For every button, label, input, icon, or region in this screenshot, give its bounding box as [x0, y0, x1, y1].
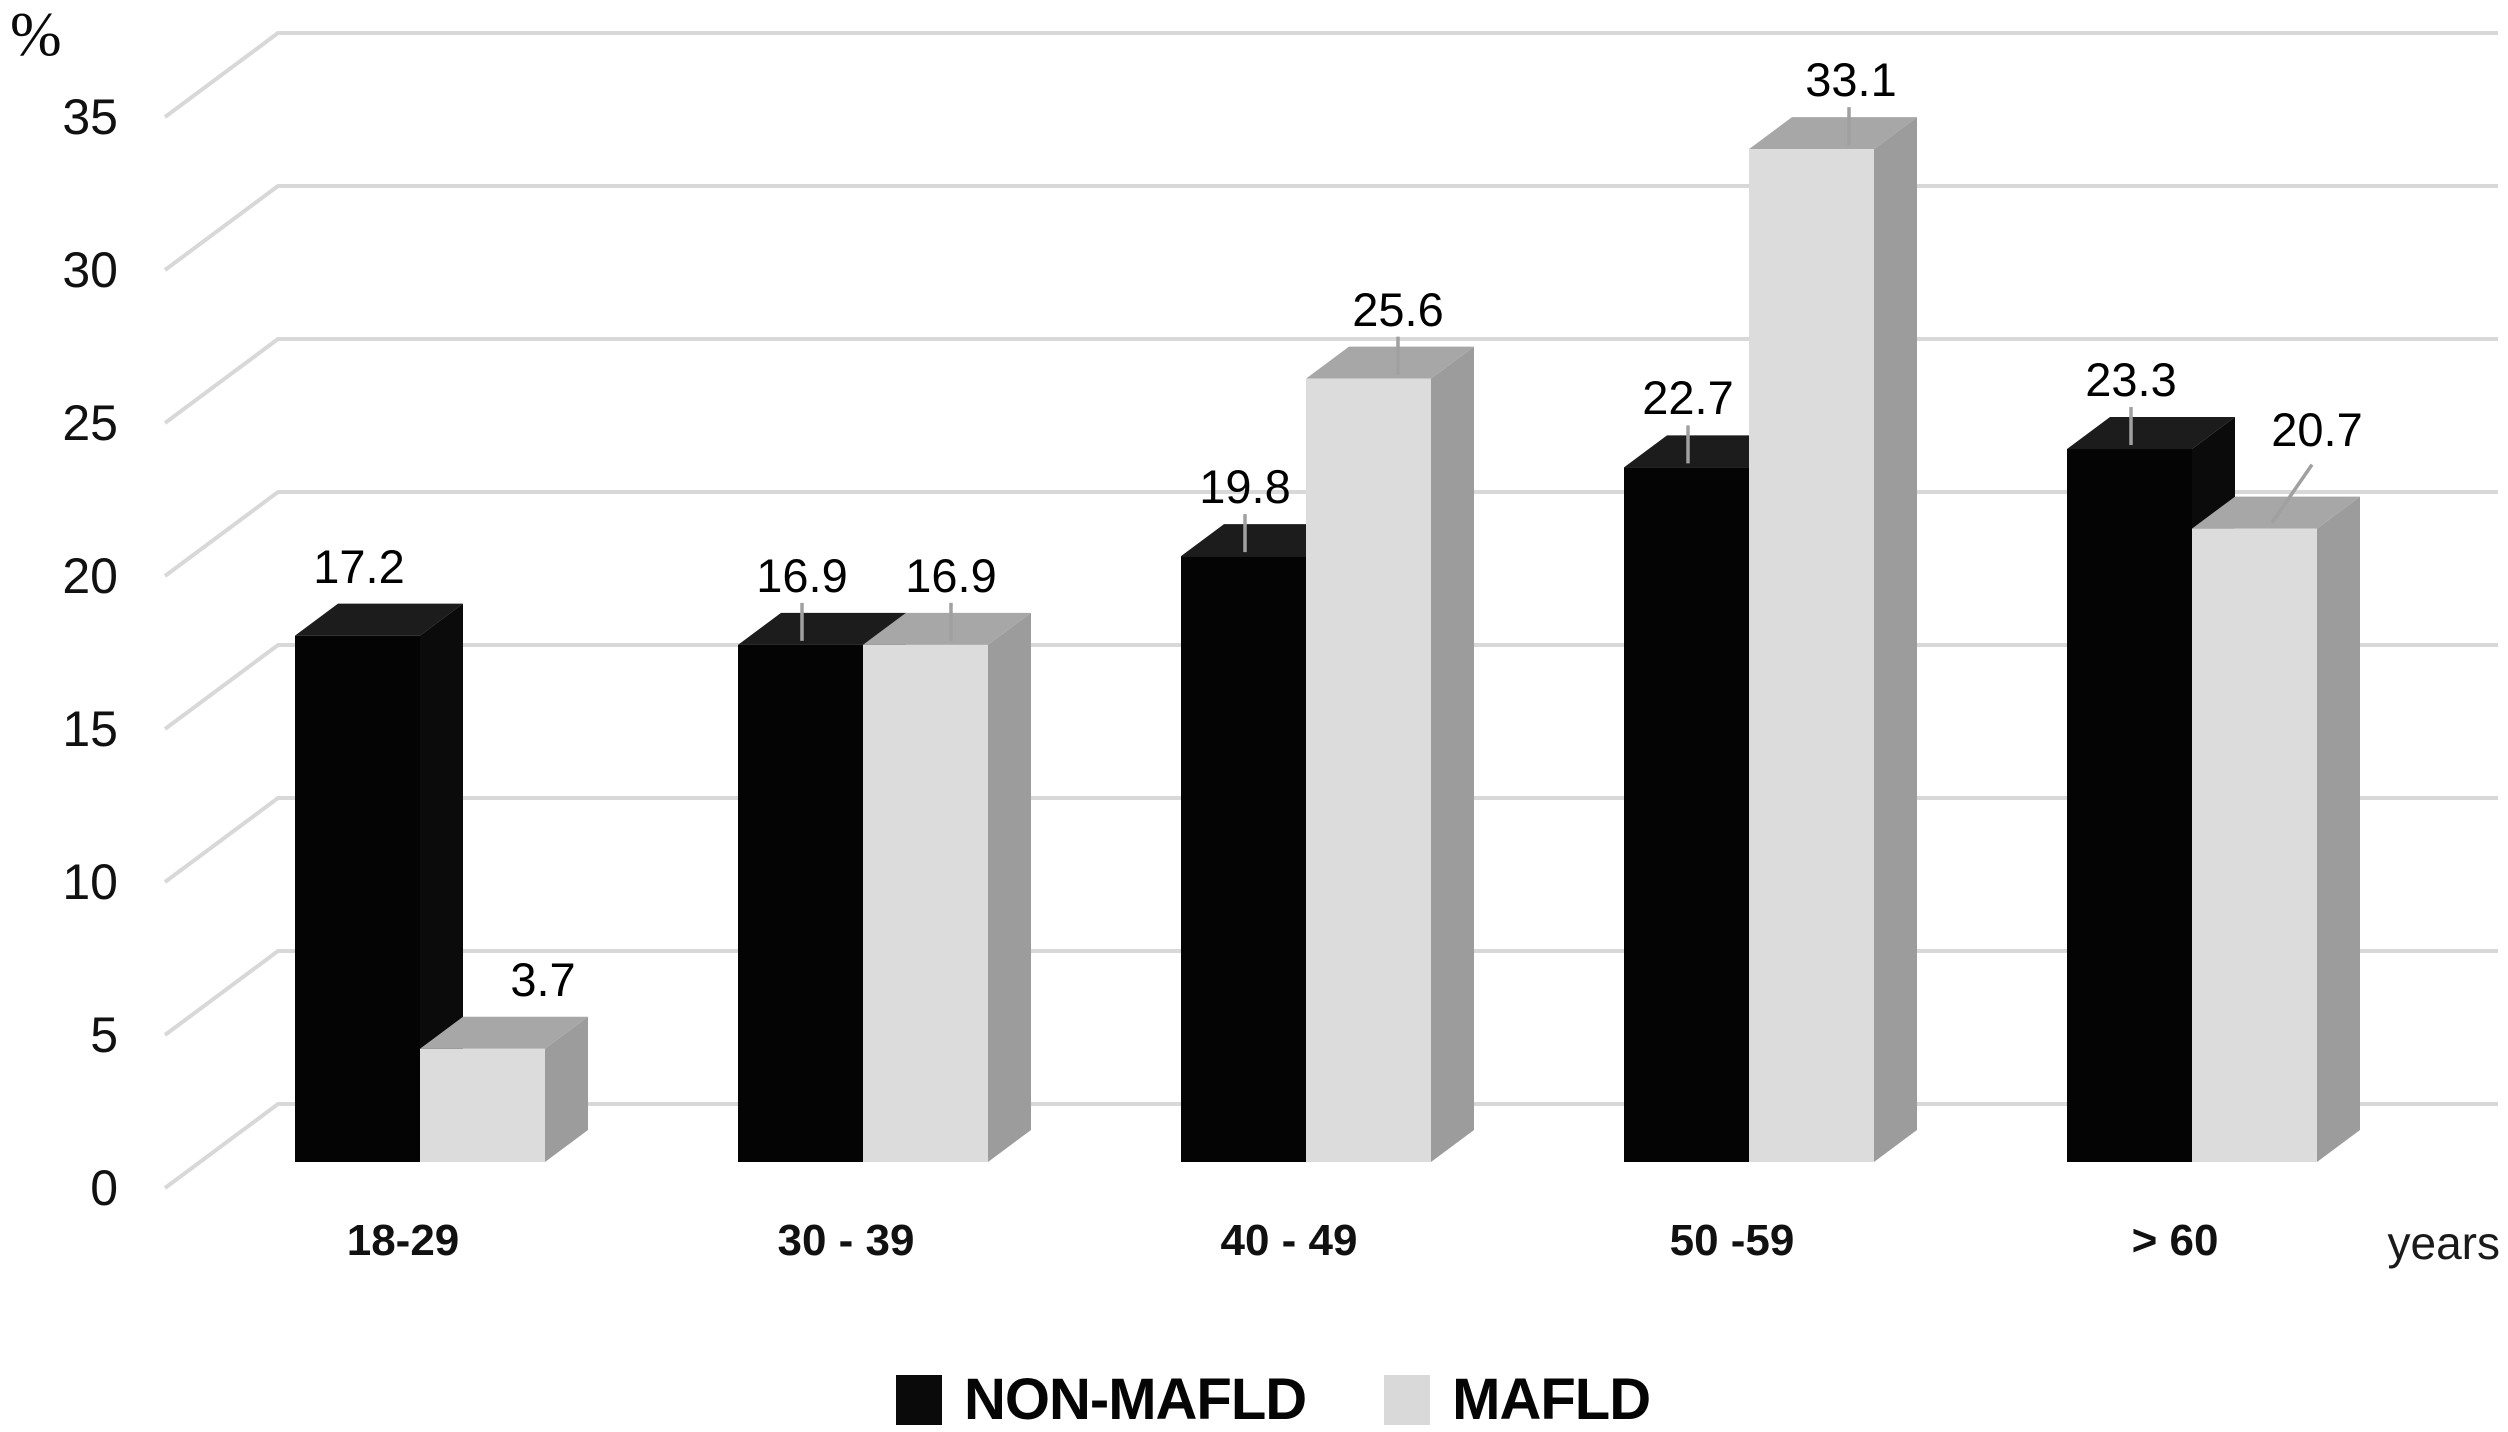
- data-label-leader-line: [2270, 463, 2314, 524]
- legend: NON-MAFLD MAFLD: [896, 1366, 1651, 1432]
- value-label-mafld-group-1: 16.9: [905, 548, 997, 602]
- y-tick-label: 20: [62, 548, 118, 604]
- y-tick-label: 10: [62, 854, 118, 910]
- bar-front-face: [295, 635, 420, 1162]
- gridline: [163, 184, 2498, 272]
- bar-front-face: [1749, 149, 1874, 1162]
- bar-front-face: [1624, 467, 1749, 1162]
- x-axis-label: 30 - 39: [777, 1216, 915, 1265]
- bar-top-face: [2067, 417, 2235, 450]
- legend-swatch-non-mafld-icon: [896, 1374, 942, 1425]
- bar-mafld-group-0: [420, 1016, 588, 1162]
- bar-top-face: [863, 612, 1031, 645]
- bar-front-face: [420, 1048, 545, 1162]
- bar-side-face: [545, 1016, 588, 1162]
- x-axis-label: 40 - 49: [1220, 1216, 1358, 1265]
- bar-side-face: [1431, 346, 1474, 1162]
- bar-front-face: [2067, 449, 2192, 1162]
- value-label-non-mafld-group-1: 16.9: [756, 548, 848, 602]
- bar-side-face: [988, 612, 1031, 1162]
- legend-swatch-mafld-icon: [1384, 1374, 1431, 1425]
- y-tick-label: 15: [62, 701, 118, 757]
- bar-mafld-group-3: [1749, 117, 1917, 1162]
- gridline: [163, 31, 2498, 119]
- value-label-mafld-group-2: 25.6: [1352, 282, 1444, 336]
- bar-top-face: [1306, 346, 1474, 379]
- bar-front-face: [2192, 528, 2317, 1162]
- bar-mafld-group-4: [2192, 496, 2360, 1163]
- bar-mafld-group-2: [1306, 346, 1474, 1162]
- bar-side-face: [1874, 117, 1917, 1162]
- bar-top-face: [420, 1016, 588, 1049]
- legend-item-non-mafld: NON-MAFLD: [896, 1366, 1307, 1432]
- bar-front-face: [738, 644, 863, 1162]
- y-tick-label: 0: [90, 1160, 118, 1216]
- value-label-mafld-group-4: 20.7: [2271, 402, 2363, 456]
- value-label-non-mafld-group-0: 17.2: [313, 539, 405, 593]
- bar-non-mafld-group-0: [295, 603, 463, 1162]
- x-axis-title: years: [2387, 1217, 2500, 1269]
- bar-front-face: [1306, 378, 1431, 1162]
- x-axis-label: 50 -59: [1669, 1216, 1795, 1265]
- bar-front-face: [1181, 556, 1306, 1162]
- value-label-mafld-group-3: 33.1: [1805, 53, 1897, 107]
- value-label-mafld-group-0: 3.7: [510, 952, 576, 1006]
- bar-side-face: [2317, 496, 2360, 1163]
- y-tick-label: 30: [62, 242, 118, 298]
- bar-top-face: [1749, 117, 1917, 150]
- x-axis-label: 18-29: [346, 1216, 460, 1265]
- bar-front-face: [863, 644, 988, 1162]
- bar-top-face: [2192, 496, 2360, 529]
- bar-mafld-group-1: [863, 612, 1031, 1162]
- legend-item-mafld: MAFLD: [1384, 1366, 1651, 1432]
- legend-label-non-mafld: NON-MAFLD: [964, 1367, 1307, 1432]
- value-label-non-mafld-group-4: 23.3: [2085, 353, 2177, 407]
- y-axis-title: %: [10, 1, 62, 69]
- y-tick-label: 25: [62, 395, 118, 451]
- y-tick-label: 35: [62, 89, 118, 145]
- x-axis-label: > 60: [2131, 1216, 2219, 1265]
- bar-top-face: [738, 612, 906, 645]
- bar-top-face: [295, 603, 463, 636]
- y-tick-label: 5: [90, 1007, 118, 1063]
- bar-side-face: [420, 603, 463, 1162]
- value-label-non-mafld-group-2: 19.8: [1199, 460, 1291, 514]
- value-label-non-mafld-group-3: 22.7: [1642, 371, 1734, 425]
- legend-label-mafld: MAFLD: [1452, 1367, 1651, 1432]
